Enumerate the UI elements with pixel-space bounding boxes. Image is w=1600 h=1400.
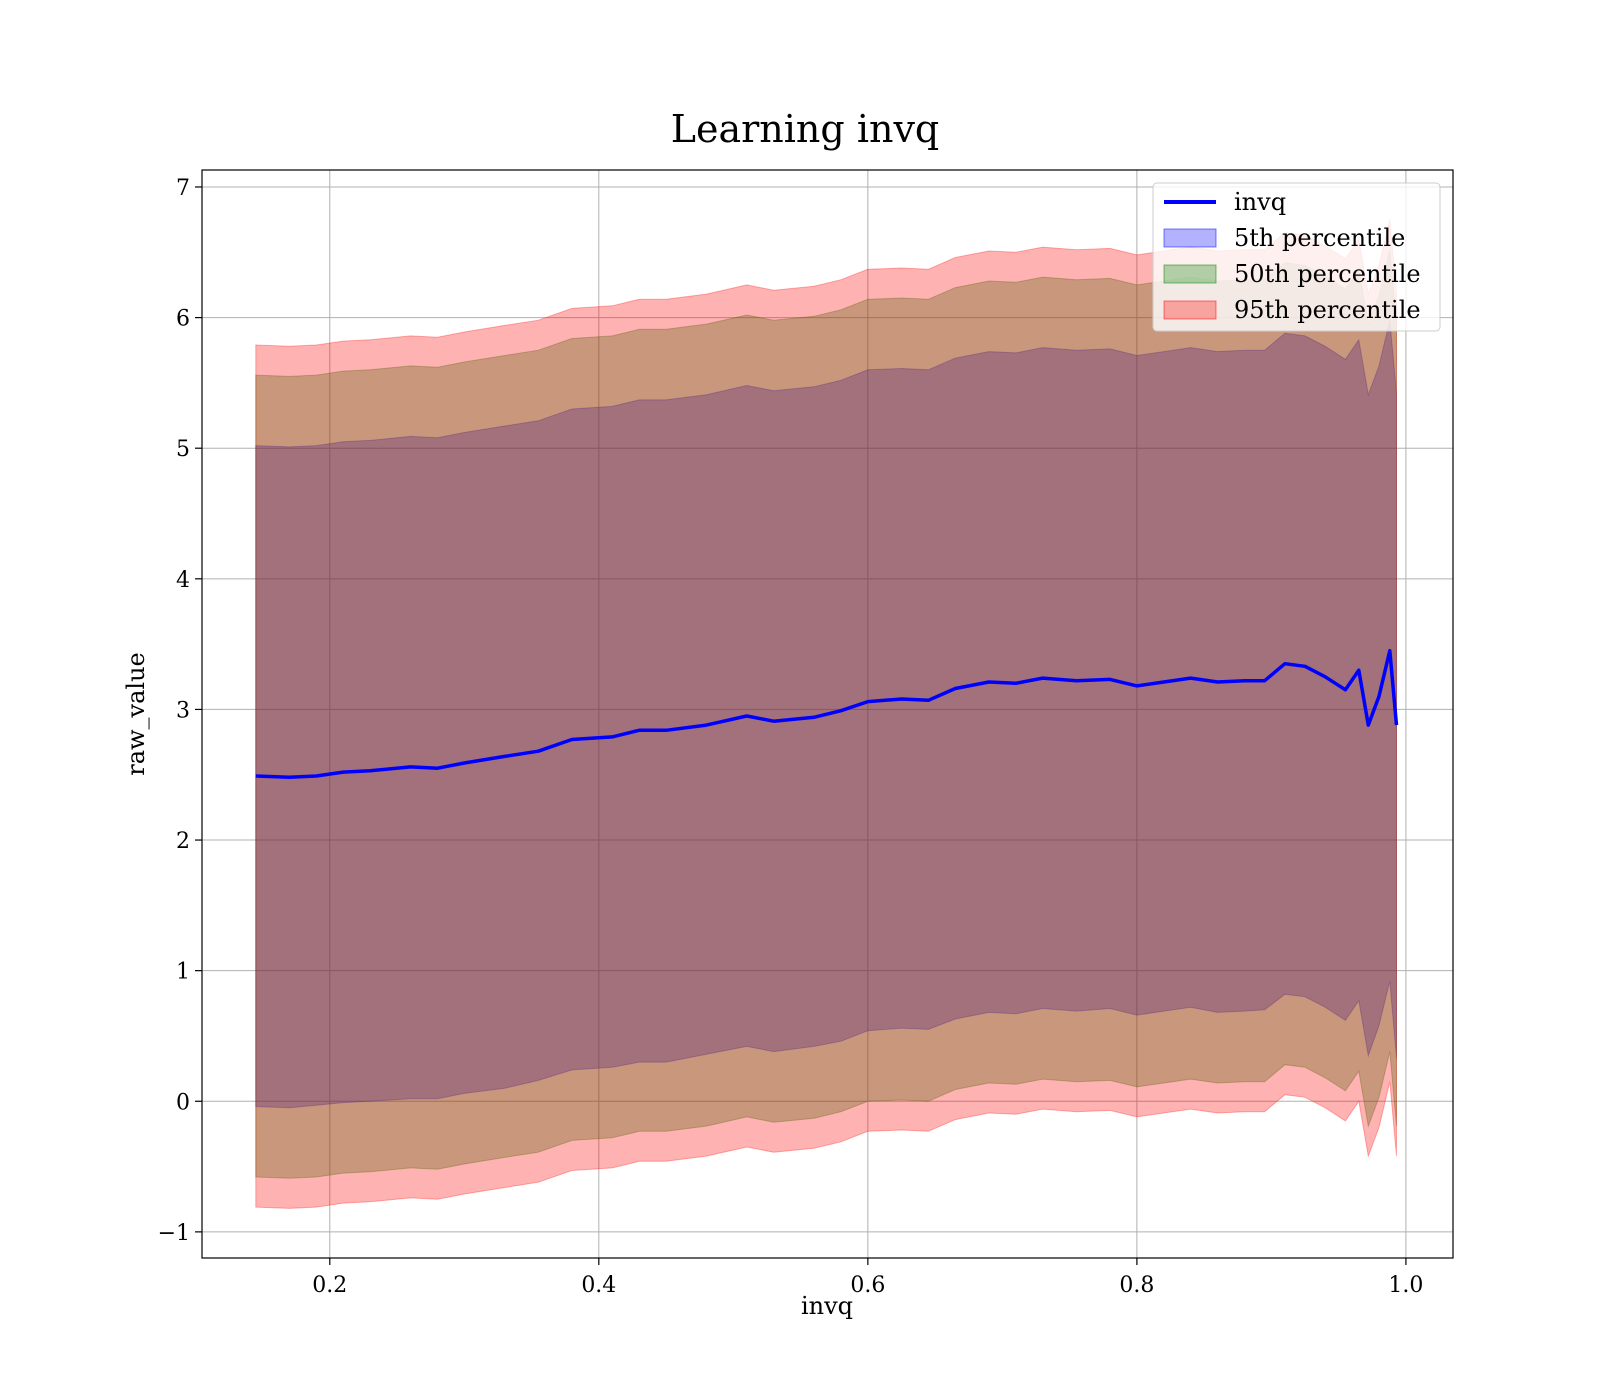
series-line-0 [255,648,1399,780]
tick-layer: 0.2 0.4 0.6 0.8 1.0 −1 0 1 2 3 4 5 6 7 [158,176,1424,1298]
y-tick-label: 2 [176,829,190,854]
legend-swatch-50th [1163,264,1217,284]
y-tick-label: 5 [176,437,190,462]
y-tick-label: 4 [176,568,190,593]
y-tick-label: 3 [176,698,190,723]
legend-label-5th: 5th percentile [1234,224,1405,252]
line-layer [255,648,1399,780]
y-tick-label: −1 [158,1221,190,1246]
x-tick-label: 0.4 [581,1273,616,1298]
legend-label-95th: 95th percentile [1234,296,1421,324]
legend-swatch-95th [1163,300,1217,320]
x-tick-label: 0.6 [850,1273,885,1298]
legend-box [1152,182,1441,332]
legend-label-invq: invq [1234,188,1286,216]
y-tick-label: 6 [176,307,190,332]
x-tick-label: 0.2 [312,1273,347,1298]
legend-swatch-5th [1163,228,1217,248]
y-tick-label: 7 [176,176,190,201]
legend: invq 5th percentile 50th percentile 95th… [1152,182,1441,332]
legend-label-50th: 50th percentile [1234,260,1421,288]
plot-frame [201,169,1454,1259]
y-axis-label: raw_value [122,652,150,776]
x-tick-label: 0.8 [1119,1273,1154,1298]
x-tick-label: 1.0 [1388,1273,1423,1298]
chart-title: Learning invq [671,107,939,151]
y-tick-label: 1 [176,960,190,985]
y-tick-label: 0 [176,1090,190,1115]
x-axis-label: invq [801,1292,853,1320]
